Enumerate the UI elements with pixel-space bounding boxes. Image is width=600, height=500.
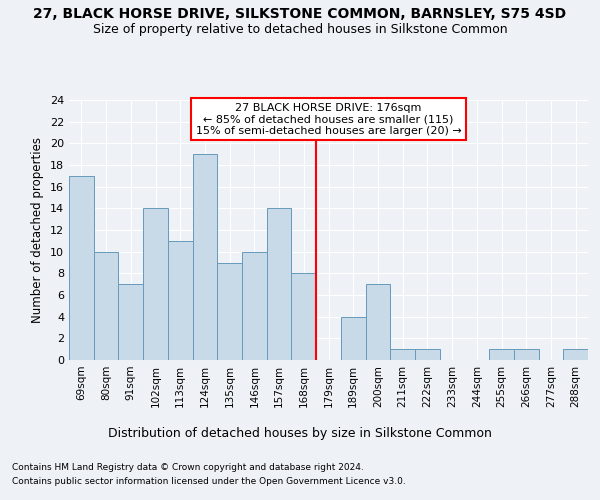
Bar	[143, 208, 168, 360]
Bar	[415, 349, 440, 360]
Bar	[365, 284, 390, 360]
Bar	[563, 349, 588, 360]
Text: 27, BLACK HORSE DRIVE, SILKSTONE COMMON, BARNSLEY, S75 4SD: 27, BLACK HORSE DRIVE, SILKSTONE COMMON,…	[34, 8, 566, 22]
Bar	[118, 284, 143, 360]
Bar	[514, 349, 539, 360]
Bar	[292, 274, 316, 360]
Bar	[217, 262, 242, 360]
Bar	[168, 241, 193, 360]
Y-axis label: Number of detached properties: Number of detached properties	[31, 137, 44, 323]
Bar	[69, 176, 94, 360]
Bar	[489, 349, 514, 360]
Text: Size of property relative to detached houses in Silkstone Common: Size of property relative to detached ho…	[92, 22, 508, 36]
Bar	[242, 252, 267, 360]
Bar	[94, 252, 118, 360]
Text: Contains public sector information licensed under the Open Government Licence v3: Contains public sector information licen…	[12, 478, 406, 486]
Text: Contains HM Land Registry data © Crown copyright and database right 2024.: Contains HM Land Registry data © Crown c…	[12, 462, 364, 471]
Bar	[267, 208, 292, 360]
Bar	[193, 154, 217, 360]
Text: 27 BLACK HORSE DRIVE: 176sqm
← 85% of detached houses are smaller (115)
15% of s: 27 BLACK HORSE DRIVE: 176sqm ← 85% of de…	[196, 102, 461, 136]
Bar	[341, 316, 365, 360]
Text: Distribution of detached houses by size in Silkstone Common: Distribution of detached houses by size …	[108, 428, 492, 440]
Bar	[390, 349, 415, 360]
